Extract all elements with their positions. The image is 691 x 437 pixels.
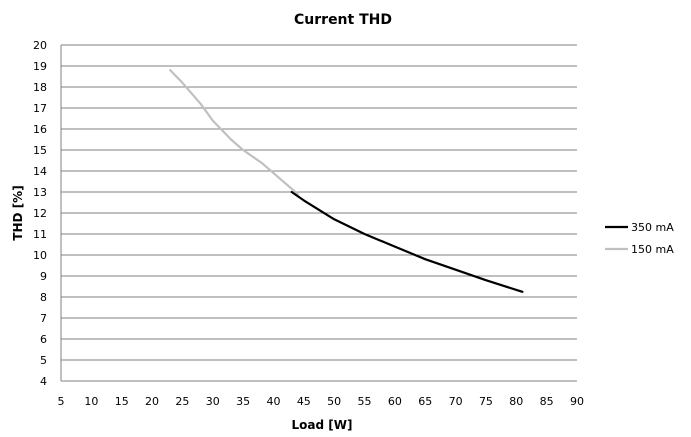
x-tick-label: 25 xyxy=(175,395,189,408)
y-tick-label: 20 xyxy=(33,39,47,52)
x-tick-label: 60 xyxy=(388,395,402,408)
y-tick-label: 17 xyxy=(33,102,47,115)
y-tick-label: 4 xyxy=(40,375,47,388)
y-tick-label: 19 xyxy=(33,60,47,73)
x-tick-label: 20 xyxy=(145,395,159,408)
x-tick-label: 45 xyxy=(297,395,311,408)
series-line-150-ma xyxy=(169,69,299,196)
legend: 350 mA 150 mA xyxy=(605,221,674,256)
y-tick-label: 10 xyxy=(33,249,47,262)
y-tick-label: 16 xyxy=(33,123,47,136)
x-tick-label: 70 xyxy=(449,395,463,408)
y-tick-label: 18 xyxy=(33,81,47,94)
x-tick-label: 10 xyxy=(84,395,98,408)
x-tick-label: 80 xyxy=(509,395,523,408)
chart-title: Current THD xyxy=(294,12,392,28)
y-tick-label: 5 xyxy=(40,354,47,367)
y-tick-label: 9 xyxy=(40,270,47,283)
x-tick-label: 65 xyxy=(418,395,432,408)
y-tick-label: 7 xyxy=(40,312,47,325)
x-tick-label: 55 xyxy=(358,395,372,408)
y-tick-label: 6 xyxy=(40,333,47,346)
x-tick-labels: 5 10 15 20 25 30 35 40 45 50 55 60 65 70 75 80 85 90 xyxy=(58,395,585,408)
x-tick-label: 35 xyxy=(236,395,250,408)
series-lines xyxy=(169,69,524,293)
x-tick-label: 50 xyxy=(327,395,341,408)
x-tick-label: 5 xyxy=(58,395,65,408)
y-tick-label: 13 xyxy=(33,186,47,199)
legend-label: 350 mA xyxy=(631,221,674,234)
x-tick-label: 40 xyxy=(266,395,280,408)
gridlines xyxy=(61,44,577,382)
y-tick-label: 14 xyxy=(33,165,47,178)
y-tick-labels: 4 5 6 7 8 9 10 11 12 13 14 15 16 17 18 19 20 xyxy=(33,39,47,388)
y-tick-label: 11 xyxy=(33,228,47,241)
x-axis-title: Load [W] xyxy=(292,418,353,432)
x-tick-label: 90 xyxy=(570,395,584,408)
y-tick-label: 12 xyxy=(33,207,47,220)
y-tick-label: 8 xyxy=(40,291,47,304)
x-tick-label: 85 xyxy=(540,395,554,408)
x-tick-label: 75 xyxy=(479,395,493,408)
x-tick-label: 15 xyxy=(115,395,129,408)
legend-label: 150 mA xyxy=(631,243,674,256)
y-tick-label: 15 xyxy=(33,144,47,157)
x-tick-label: 30 xyxy=(206,395,220,408)
y-axis-title: THD [%] xyxy=(11,185,25,240)
series-line-350-ma xyxy=(290,190,524,293)
